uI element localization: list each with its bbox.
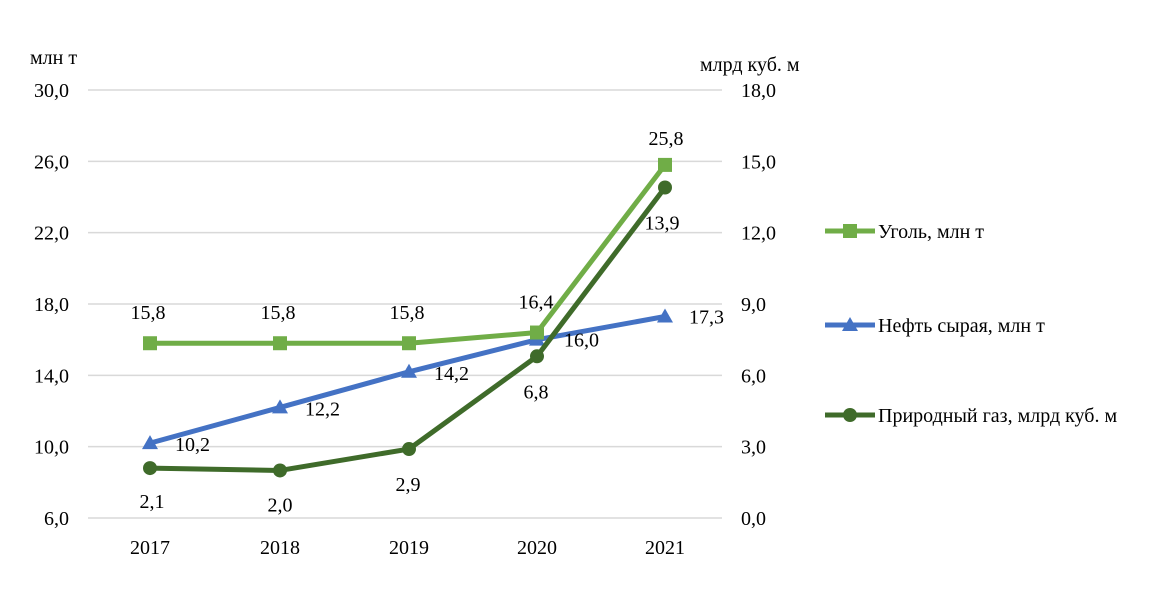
x-tick-label: 2021: [645, 537, 685, 559]
legend-marker: [843, 408, 857, 422]
y-left-tick-label: 10,0: [34, 437, 69, 459]
data-label: 13,9: [645, 212, 680, 234]
data-point-marker: [658, 180, 672, 195]
data-label: 15,8: [131, 302, 166, 324]
legend-marker: [842, 317, 858, 331]
data-point-marker: [273, 336, 287, 351]
data-label: 25,8: [649, 128, 684, 150]
legend-item: Природный газ, млрд куб. м: [825, 405, 1117, 427]
data-point-marker: [273, 463, 287, 478]
data-label: 15,8: [261, 302, 296, 324]
data-label: 10,2: [175, 434, 210, 456]
legend-marker: [843, 224, 857, 238]
data-point-marker: [657, 308, 673, 323]
y-right-tick-label: 18,0: [741, 80, 776, 102]
data-label: 15,8: [390, 302, 425, 324]
y-right-tick-label: 6,0: [741, 365, 766, 387]
y-right-tick-label: 3,0: [741, 437, 766, 459]
data-label: 14,2: [434, 363, 469, 385]
data-point-marker: [401, 363, 417, 378]
y-right-tick-label: 15,0: [741, 151, 776, 173]
y-right-tick-label: 12,0: [741, 223, 776, 245]
data-point-marker: [143, 461, 157, 476]
x-tick-label: 2020: [517, 537, 557, 559]
y-left-tick-label: 14,0: [34, 365, 69, 387]
axes: млн т млрд куб. м 6,0 10,0 14,0 18,0 22,0 26,…: [30, 47, 800, 559]
x-tick-label: 2017: [130, 537, 170, 559]
data-point-marker: [530, 325, 544, 340]
data-label: 2,9: [396, 474, 421, 496]
series-square: [143, 157, 672, 351]
data-label: 6,8: [524, 381, 549, 403]
data-label: 16,0: [564, 330, 599, 352]
series-triangle: [142, 308, 673, 450]
legend: Уголь, млн т Нефть сырая, млн т Природный …: [825, 221, 1117, 427]
legend-label: Природный газ, млрд куб. м: [878, 405, 1117, 427]
legend-label: Нефть сырая, млн т: [878, 315, 1045, 337]
data-point-marker: [530, 349, 544, 364]
data-point-marker: [402, 442, 416, 457]
data-point-marker: [143, 336, 157, 351]
series: [142, 157, 673, 478]
y-right-tick-label: 9,0: [741, 294, 766, 316]
legend-label: Уголь, млн т: [878, 221, 984, 243]
data-point-marker: [142, 435, 158, 450]
data-label: 2,1: [140, 491, 165, 513]
y-left-tick-label: 22,0: [34, 223, 69, 245]
y-right-axis-label: млрд куб. м: [700, 54, 800, 76]
data-label: 2,0: [268, 494, 293, 516]
y-left-tick-label: 26,0: [34, 151, 69, 173]
x-tick-label: 2018: [260, 537, 300, 559]
data-point-marker: [658, 157, 672, 172]
series-circle: [143, 180, 672, 478]
legend-item: Нефть сырая, млн т: [825, 315, 1045, 337]
y-right-tick-label: 0,0: [741, 508, 766, 530]
legend-item: Уголь, млн т: [825, 221, 984, 243]
data-point-marker: [272, 399, 288, 414]
y-left-tick-label: 30,0: [34, 80, 69, 102]
x-tick-label: 2019: [389, 537, 429, 559]
data-label: 16,4: [519, 292, 554, 314]
data-label: 12,2: [305, 398, 340, 420]
data-point-marker: [402, 336, 416, 351]
y-left-tick-label: 18,0: [34, 294, 69, 316]
y-left-axis-label: млн т: [30, 47, 77, 69]
y-left-tick-label: 6,0: [44, 508, 69, 530]
data-labels: 10,2 12,2 14,2 16,0 17,3 2,1 2,0 2,9 6,8 13,9 15,8…: [131, 128, 725, 517]
data-label: 17,3: [689, 306, 724, 328]
